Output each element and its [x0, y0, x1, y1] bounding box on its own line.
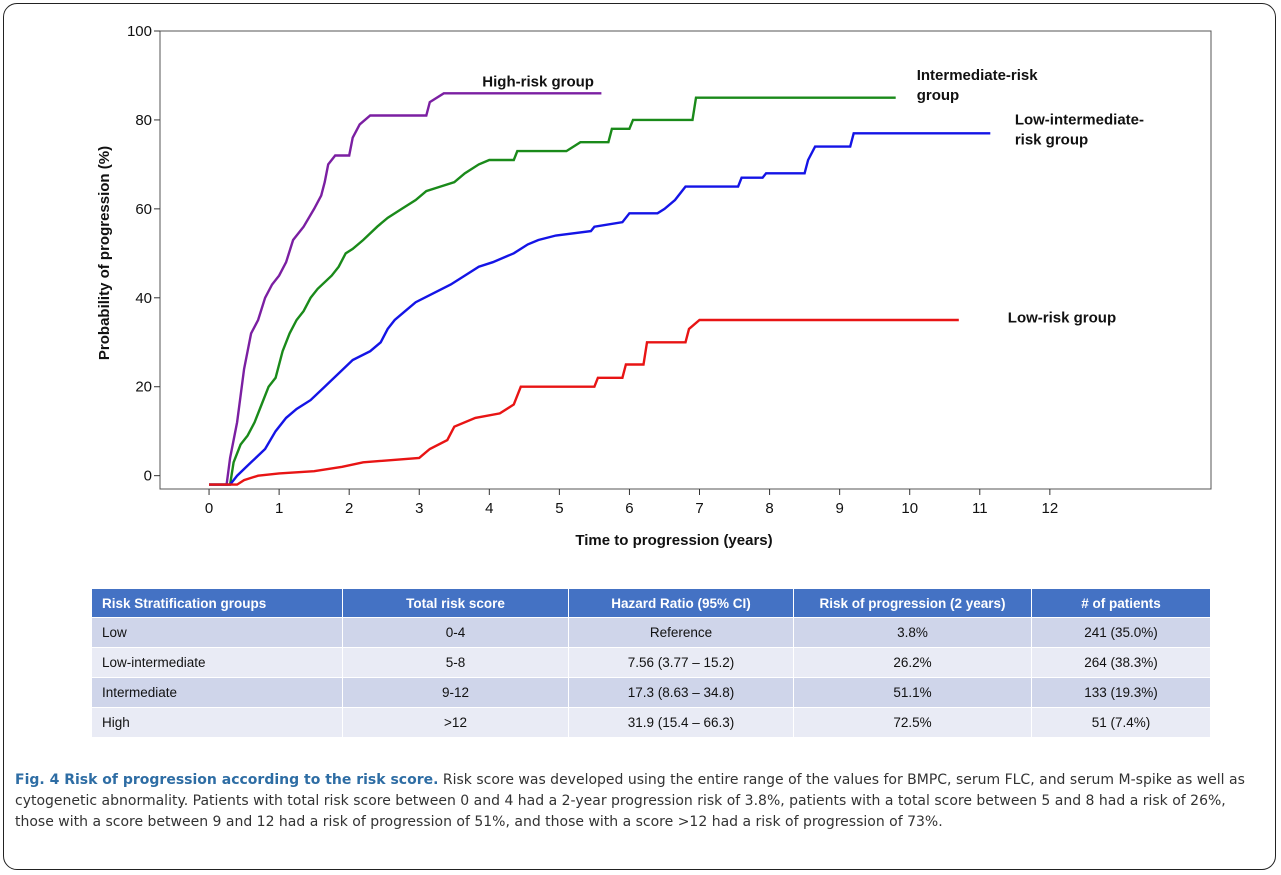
- x-axis-label: Time to progression (years): [575, 532, 772, 549]
- x-tick-label: 6: [625, 500, 633, 517]
- cell-risk: 72.5%: [794, 707, 1032, 737]
- table-row: Low 0-4 Reference 3.8% 241 (35.0%): [92, 617, 1211, 647]
- x-tick-label: 9: [835, 500, 843, 517]
- series-group: [209, 92, 991, 486]
- header-risk-group: Risk Stratification groups: [92, 589, 343, 617]
- x-tick-label: 7: [695, 500, 703, 517]
- cell-hr: 31.9 (15.4 – 66.3): [569, 707, 794, 737]
- y-axis-label: Probability of progression (%): [96, 146, 113, 360]
- cell-risk: 3.8%: [794, 617, 1032, 647]
- cell-patients: 51 (7.4%): [1032, 707, 1211, 737]
- series-label-4: Low-risk group: [1008, 309, 1116, 326]
- header-total-score: Total risk score: [343, 589, 569, 617]
- cell-score: >12: [343, 707, 569, 737]
- y-tick-label: 20: [135, 379, 152, 396]
- x-tick-label: 1: [275, 500, 283, 517]
- cell-score: 9-12: [343, 677, 569, 707]
- caption-title: Fig. 4 Risk of progression according to …: [15, 772, 439, 788]
- header-hazard-ratio: Hazard Ratio (95% CI): [569, 589, 794, 617]
- x-tick-label: 10: [901, 500, 918, 517]
- cell-patients: 264 (38.3%): [1032, 647, 1211, 677]
- x-tick-label: 8: [765, 500, 773, 517]
- cell-group: Low: [92, 617, 343, 647]
- plot-area: [159, 30, 1212, 490]
- cell-group: Low-intermediate: [92, 647, 343, 677]
- series-label-3: Low-intermediate-risk group: [1015, 111, 1144, 148]
- cell-risk: 51.1%: [794, 677, 1032, 707]
- caption-body: Risk score was developed using the entir…: [15, 772, 1245, 830]
- header-patients: # of patients: [1032, 589, 1211, 617]
- series-labels: High-risk group Intermediate-risk group Low…: [482, 67, 1144, 326]
- y-tick-label: 60: [135, 201, 152, 218]
- x-axis: 0 1 2 3 4 5 6 7 8 9 10 11 12: [205, 489, 1058, 517]
- series-line-2: [209, 96, 896, 486]
- x-tick-label: 11: [972, 500, 988, 517]
- cell-score: 0-4: [343, 617, 569, 647]
- y-axis: 0 20 40 60 80 100: [127, 23, 160, 485]
- x-tick-label: 12: [1042, 500, 1059, 517]
- series-line-1: [209, 92, 602, 486]
- risk-stratification-table: Risk Stratification groups Total risk sc…: [92, 589, 1211, 737]
- x-tick-label: 4: [485, 500, 493, 517]
- table-row: Low-intermediate 5-8 7.56 (3.77 – 15.2) …: [92, 647, 1211, 677]
- series-line-3: [209, 132, 991, 486]
- cell-risk: 26.2%: [794, 647, 1032, 677]
- cell-group: Intermediate: [92, 677, 343, 707]
- cell-patients: 133 (19.3%): [1032, 677, 1211, 707]
- x-tick-label: 0: [205, 500, 213, 517]
- cell-score: 5-8: [343, 647, 569, 677]
- table-row: High >12 31.9 (15.4 – 66.3) 72.5% 51 (7.…: [92, 707, 1211, 737]
- series-line-4: [209, 318, 959, 486]
- y-tick-label: 0: [144, 468, 152, 485]
- cell-group: High: [92, 707, 343, 737]
- figure-caption: Fig. 4 Risk of progression according to …: [15, 770, 1265, 833]
- y-tick-label: 40: [135, 290, 152, 307]
- cell-hr: 7.56 (3.77 – 15.2): [569, 647, 794, 677]
- header-risk-2y: Risk of progression (2 years): [794, 589, 1032, 617]
- x-tick-label: 3: [415, 500, 423, 517]
- series-label-2: Intermediate-risk group: [917, 67, 1039, 104]
- series-label-1: High-risk group: [482, 74, 594, 91]
- cell-hr: Reference: [569, 617, 794, 647]
- table-row: Intermediate 9-12 17.3 (8.63 – 34.8) 51.…: [92, 677, 1211, 707]
- table-header-row: Risk Stratification groups Total risk sc…: [92, 589, 1211, 617]
- y-tick-label: 80: [135, 112, 152, 129]
- cell-hr: 17.3 (8.63 – 34.8): [569, 677, 794, 707]
- y-tick-label: 100: [127, 23, 152, 40]
- cell-patients: 241 (35.0%): [1032, 617, 1211, 647]
- x-tick-label: 5: [555, 500, 563, 517]
- x-tick-label: 2: [345, 500, 353, 517]
